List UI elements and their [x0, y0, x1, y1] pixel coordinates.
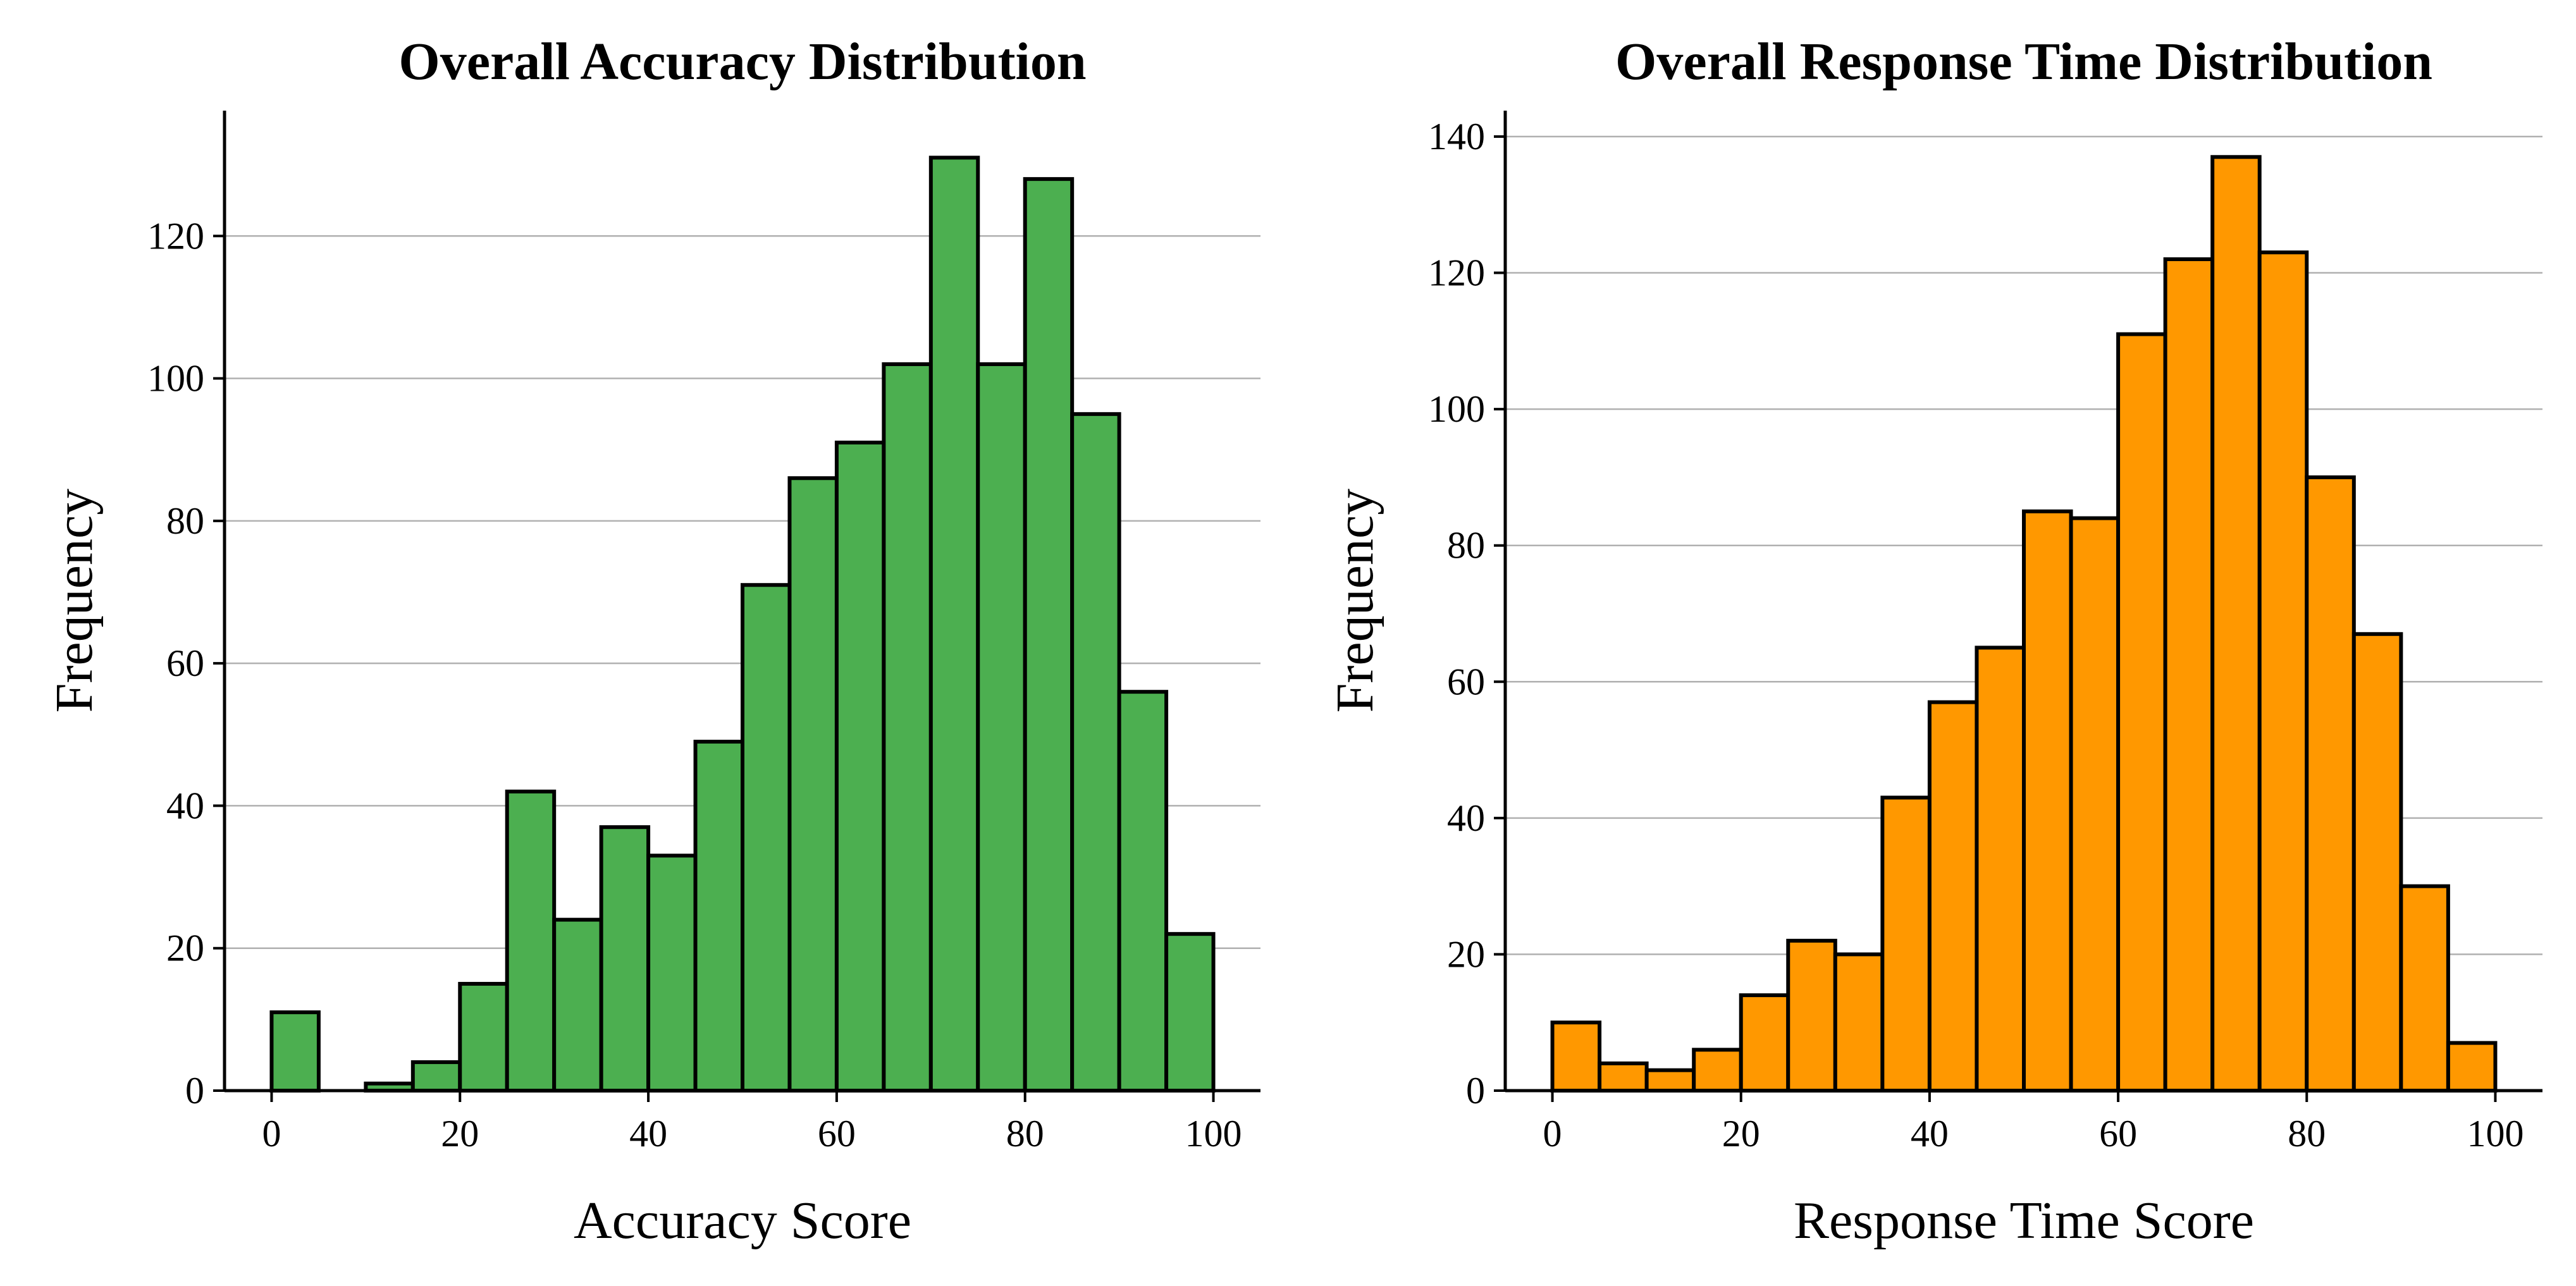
response-time-y-tick-label: 40	[1447, 797, 1485, 839]
accuracy-histogram-panel: 0 20 40 60 80 100 120 0 20 40 60 80 100 Overall Accu…	[45, 32, 1260, 1250]
response-time-x-tick-label: 40	[1911, 1113, 1949, 1154]
response-time-x-tick-label: 20	[1722, 1113, 1760, 1154]
response-time-y-tick-label: 0	[1466, 1070, 1485, 1111]
response-time-x-tick-label: 80	[2288, 1113, 2326, 1154]
response-time-bar	[1880, 795, 1932, 1093]
accuracy-y-tick-label: 0	[185, 1070, 204, 1111]
response-time-y-tick-label: 140	[1428, 116, 1485, 157]
response-time-bar	[1975, 646, 2026, 1093]
response-time-x-axis-label: Response Time Score	[1794, 1191, 2254, 1250]
accuracy-bar	[882, 362, 933, 1093]
accuracy-y-tick-label: 60	[166, 642, 204, 684]
accuracy-y-tick-label: 80	[166, 500, 204, 542]
accuracy-bar	[928, 156, 980, 1093]
accuracy-bar	[1070, 412, 1121, 1093]
accuracy-axes	[223, 111, 1260, 1093]
response-time-y-axis-label: Frequency	[1326, 489, 1384, 713]
accuracy-x-tick-label: 40	[629, 1113, 667, 1154]
response-time-x-tick-label: 100	[2467, 1113, 2524, 1154]
response-time-y-tick-label: 80	[1447, 525, 1485, 566]
accuracy-x-tick-label: 20	[441, 1113, 479, 1154]
accuracy-bar	[787, 476, 839, 1093]
accuracy-bar	[834, 440, 886, 1093]
accuracy-y-axis-label: Frequency	[45, 489, 104, 713]
response-time-y-tick-label: 100	[1428, 388, 1485, 430]
response-time-bar	[2116, 332, 2167, 1093]
accuracy-bars	[269, 156, 1216, 1093]
response-time-x-tick-label: 0	[1543, 1113, 1562, 1154]
response-time-bar	[1833, 952, 1885, 1093]
accuracy-x-tick-label: 80	[1006, 1113, 1044, 1154]
response-time-bar	[2351, 632, 2403, 1093]
response-time-bar	[2446, 1041, 2498, 1093]
accuracy-bar	[505, 789, 557, 1093]
response-time-y-tick-label: 20	[1447, 933, 1485, 975]
accuracy-bar	[552, 917, 603, 1093]
accuracy-bar	[410, 1060, 462, 1093]
response-time-y-tick-label: 60	[1447, 661, 1485, 702]
response-time-bar	[1598, 1061, 1649, 1093]
response-time-bar	[1786, 938, 1837, 1093]
response-time-x-tick-label: 60	[2099, 1113, 2137, 1154]
response-time-bar	[2399, 884, 2450, 1093]
response-time-bar	[1692, 1048, 1743, 1093]
accuracy-x-tick-label: 60	[818, 1113, 856, 1154]
accuracy-bar	[269, 1010, 321, 1093]
response-time-y-tick-label: 120	[1428, 252, 1485, 294]
accuracy-y-tick-label: 40	[166, 785, 204, 826]
response-time-bar	[2022, 509, 2073, 1093]
response-time-bar	[1927, 700, 1979, 1093]
response-time-bar	[2069, 516, 2121, 1093]
accuracy-bar	[458, 982, 509, 1093]
accuracy-x-axis-label: Accuracy Score	[574, 1191, 911, 1250]
response-time-bar	[2210, 155, 2262, 1093]
accuracy-y-tick-label: 20	[166, 928, 204, 969]
response-time-bar	[1550, 1020, 1602, 1093]
response-time-bar	[2305, 475, 2356, 1093]
accuracy-y-tick-label: 100	[147, 358, 204, 400]
accuracy-bar	[599, 825, 651, 1093]
accuracy-bar	[1117, 690, 1169, 1093]
accuracy-bar	[1164, 932, 1216, 1093]
response-time-bar	[2163, 257, 2215, 1093]
accuracy-bar	[646, 854, 698, 1093]
response-time-bar	[2257, 250, 2309, 1093]
accuracy-bar	[741, 583, 792, 1093]
accuracy-x-tick-label: 100	[1185, 1113, 1242, 1154]
response-time-bar	[1644, 1068, 1696, 1093]
response-time-chart-title: Overall Response Time Distribution	[1615, 32, 2432, 91]
response-time-ticks: 0 20 40 60 80 100 120 140 0 20 40 60 80 100	[1428, 116, 2524, 1154]
response-time-histogram-panel: 0 20 40 60 80 100 120 140 0 20 40 60 80 100 Overall R…	[1326, 32, 2542, 1250]
accuracy-x-tick-label: 0	[262, 1113, 281, 1154]
accuracy-ticks: 0 20 40 60 80 100 120 0 20 40 60 80 100	[147, 215, 1242, 1154]
accuracy-bar	[1023, 177, 1075, 1093]
accuracy-bar	[693, 740, 744, 1093]
accuracy-chart-title: Overall Accuracy Distribution	[398, 32, 1086, 91]
response-time-bar	[1739, 993, 1790, 1093]
accuracy-bar	[976, 362, 1027, 1093]
accuracy-y-tick-label: 120	[147, 215, 204, 257]
